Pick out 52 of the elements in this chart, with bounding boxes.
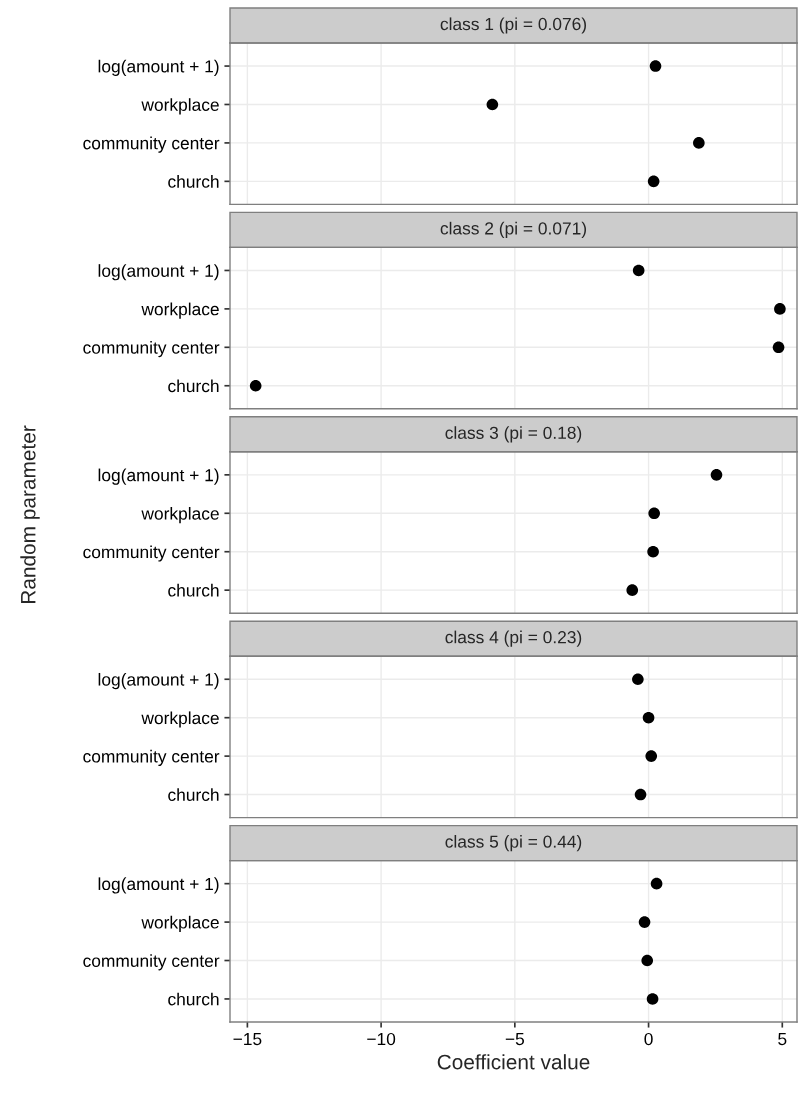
- y-tick-label: community center: [83, 749, 220, 767]
- point: [693, 137, 705, 149]
- y-tick-label: log(amount + 1): [98, 672, 219, 690]
- y-tick-label: church: [168, 788, 219, 801]
- y-tick-label: log(amount + 1): [98, 877, 219, 894]
- x-tick-label: −5: [505, 1033, 525, 1046]
- x-tick-label: 5: [778, 1033, 787, 1046]
- y-tick-label: workplace: [141, 302, 219, 319]
- y-tick-label: community center: [83, 954, 220, 971]
- point: [642, 711, 655, 724]
- chart-title: class 2 (pi = 0.071): [440, 221, 587, 238]
- y-tick-label: community center: [83, 545, 220, 562]
- y-tick-label: community center: [83, 341, 220, 358]
- x-tick-label: −15: [233, 1033, 262, 1046]
- x-tick-label: −10: [367, 1032, 396, 1046]
- y-tick-label: community center: [83, 136, 220, 153]
- y-tick-label: log(amount + 1): [98, 468, 219, 485]
- chart-title: class 5 (pi = 0.44): [445, 835, 582, 852]
- point: [647, 175, 660, 188]
- y-tick-label: church: [168, 992, 219, 1006]
- point: [632, 673, 644, 686]
- point: [647, 545, 659, 558]
- y-tick-label: log(amount + 1): [98, 59, 219, 76]
- x-axis-title: Coefficient value: [437, 1054, 590, 1070]
- point: [710, 469, 723, 481]
- y-tick-label: workplace: [141, 711, 219, 728]
- point: [486, 98, 499, 111]
- point: [646, 993, 659, 1005]
- x-tick-label: 0: [644, 1032, 653, 1046]
- y-tick-label: workplace: [141, 506, 219, 524]
- point: [249, 379, 262, 392]
- y-tick-label: church: [168, 175, 219, 188]
- point: [634, 788, 647, 801]
- y-tick-label: workplace: [141, 98, 219, 115]
- point: [649, 60, 662, 72]
- y-tick-label: church: [168, 583, 219, 597]
- y-tick-label: log(amount + 1): [98, 264, 219, 281]
- point: [648, 507, 660, 520]
- point: [638, 916, 651, 928]
- point: [632, 264, 645, 277]
- y-axis-title: Random parameter: [20, 425, 40, 604]
- chart-title: class 1 (pi = 0.076): [440, 17, 587, 34]
- y-tick-label: church: [168, 379, 219, 393]
- chart-title: class 3 (pi = 0.18): [445, 426, 582, 443]
- point: [645, 750, 658, 762]
- point: [774, 303, 786, 315]
- chart-title: class 4 (pi = 0.23): [445, 630, 582, 647]
- y-tick-label: workplace: [141, 915, 219, 932]
- point: [650, 877, 663, 890]
- point: [772, 341, 785, 354]
- point: [641, 954, 654, 967]
- point: [626, 584, 639, 596]
